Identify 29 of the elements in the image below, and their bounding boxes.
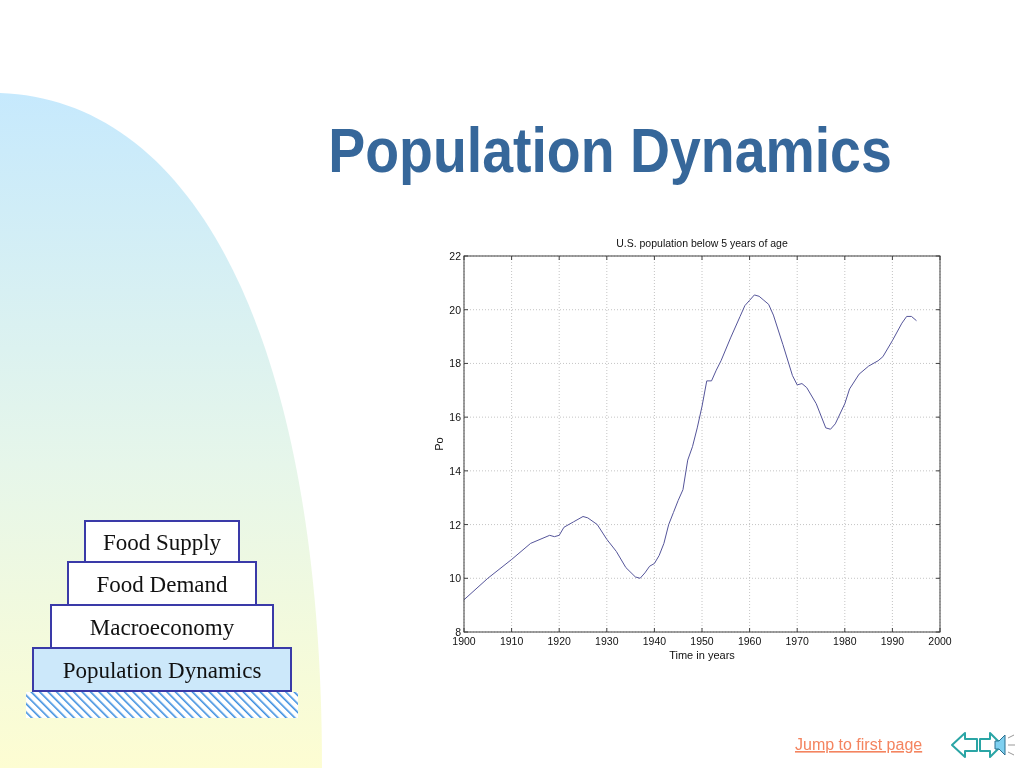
x-tick-label: 1900 [452, 635, 476, 647]
chart-title: Population Dynamics [328, 116, 892, 185]
x-tick-label: 1960 [737, 635, 762, 647]
text: Jump to first page [795, 736, 923, 753]
y-tick-label: 16 [449, 411, 462, 424]
text: Food Demand [96, 571, 228, 597]
x-tick-label: 1950 [690, 635, 714, 647]
chart-subtitle: U.S. population below 5 years of age [616, 237, 788, 249]
y-tick-label: 22 [449, 250, 462, 262]
y-tick-label: 14 [449, 464, 462, 477]
x-tick-label: 1940 [642, 635, 667, 647]
y-tick-label: 20 [449, 303, 462, 316]
text: Population Dynamics [62, 657, 262, 683]
x-tick-label: 1970 [785, 635, 810, 647]
x-tick-label: 2000 [928, 635, 952, 647]
text: Food Supply [102, 529, 222, 555]
y-tick-label: 8 [455, 626, 462, 638]
y-axis-title: Po [433, 437, 445, 451]
x-tick-label: 1980 [833, 635, 857, 647]
y-tick-label: 18 [449, 357, 462, 370]
text: Macroeconomy [89, 614, 235, 640]
y-tick-label: 12 [449, 518, 462, 531]
x-tick-label: 1990 [880, 635, 905, 647]
x-axis-title: Time in years [669, 649, 736, 661]
x-tick-label: 1910 [499, 635, 524, 647]
x-tick-label: 1920 [547, 635, 572, 647]
y-tick-label: 10 [449, 572, 462, 585]
line-series [463, 294, 917, 601]
x-tick-label: 1930 [595, 635, 619, 647]
